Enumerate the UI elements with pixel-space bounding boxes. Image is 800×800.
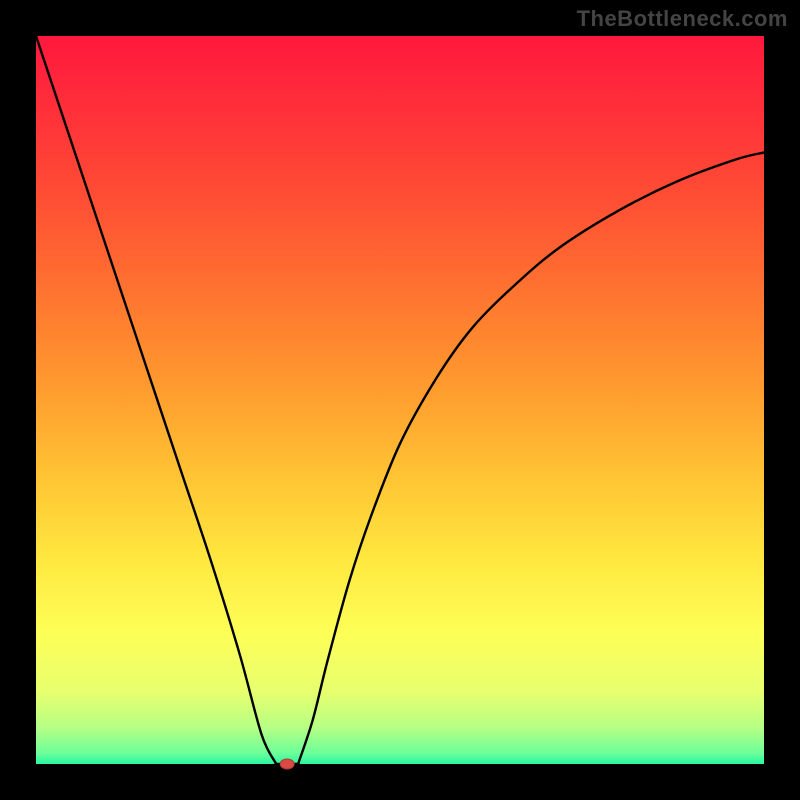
watermark-text: TheBottleneck.com <box>577 6 788 32</box>
plot-area <box>36 36 764 764</box>
bottleneck-chart <box>0 0 800 800</box>
optimum-marker <box>280 759 294 769</box>
chart-stage: TheBottleneck.com <box>0 0 800 800</box>
